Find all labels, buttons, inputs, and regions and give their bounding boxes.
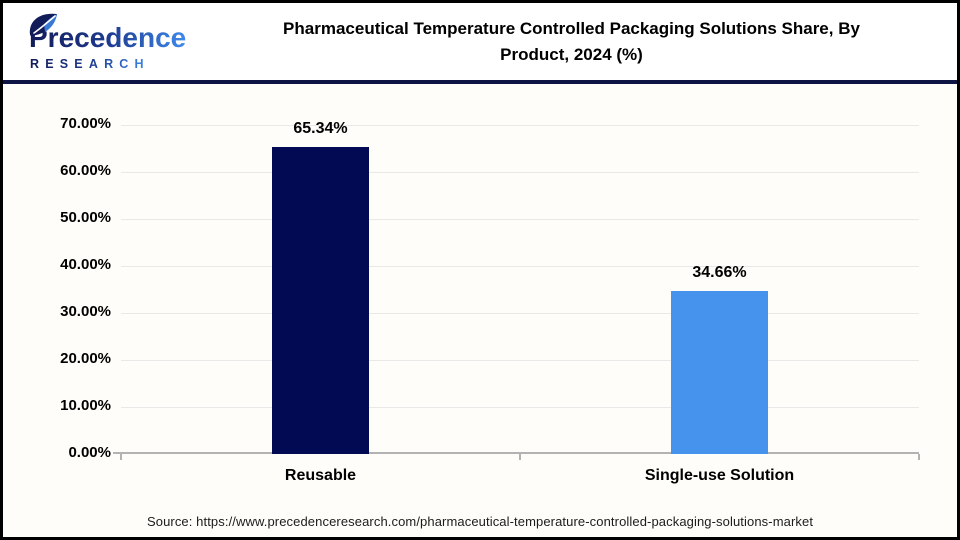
y-axis-label: 20.00%: [60, 350, 111, 367]
x-axis-category-label: Single-use Solution: [644, 467, 795, 484]
y-axis-label: 40.00%: [60, 256, 111, 273]
logo-wordmark: Precedence: [29, 22, 186, 53]
gridline: [121, 219, 919, 220]
gridline: [121, 266, 919, 267]
x-axis-tick: [918, 454, 920, 460]
y-axis-label: 60.00%: [60, 162, 111, 179]
bar-reusable: [272, 146, 369, 454]
gridline: [121, 407, 919, 408]
chart-title: Pharmaceutical Temperature Controlled Pa…: [198, 16, 945, 68]
y-axis-label: 50.00%: [60, 209, 111, 226]
logo-subtext: RESEARCH: [30, 57, 150, 71]
bar-single-use-solution: [671, 291, 768, 454]
x-axis-line: [113, 452, 919, 454]
chart-title-line2: Product, 2024 (%): [500, 45, 643, 64]
header: Precedence RESEARCH Pharmaceutical Tempe…: [3, 3, 957, 80]
y-axis-label: 10.00%: [60, 397, 111, 414]
y-axis-label: 70.00%: [60, 115, 111, 132]
bar-value-label: 65.34%: [293, 119, 348, 137]
plot-area: 0.00% 10.00% 20.00% 30.00% 40.00% 50.00% 60.00…: [60, 115, 920, 484]
chart-area: 0.00% 10.00% 20.00% 30.00% 40.00% 50.00% 60.00…: [3, 84, 957, 537]
x-axis-category-label: Reusable: [284, 467, 357, 484]
header-divider: [3, 80, 957, 84]
x-axis-tick: [120, 454, 122, 460]
y-axis-label: 0.00%: [68, 444, 111, 461]
bar-value-label: 34.66%: [692, 264, 747, 282]
gridline: [121, 360, 919, 361]
source-text: Source: https://www.precedenceresearch.c…: [146, 514, 814, 529]
precedence-research-logo: Precedence RESEARCH: [29, 13, 186, 71]
x-axis-tick: [519, 454, 521, 460]
leaf-icon: [29, 13, 57, 36]
y-axis-label: 30.00%: [60, 303, 111, 320]
gridline: [121, 172, 919, 173]
gridline: [121, 313, 919, 314]
gridline: [121, 125, 919, 126]
chart-title-line1: Pharmaceutical Temperature Controlled Pa…: [283, 19, 860, 38]
